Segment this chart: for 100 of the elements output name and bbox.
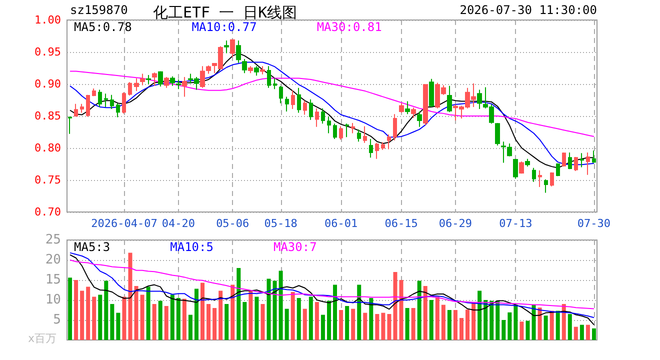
candlestick [532,167,536,182]
bar [140,294,144,340]
bar [122,296,126,340]
candlestick [417,111,422,128]
bar [363,312,368,340]
bar [320,314,325,340]
candlestick [279,85,283,104]
y-axis-title: x百万 [28,332,57,345]
chart-subtitle: sz159870 [70,3,128,17]
series-label: MA5:3 [74,240,110,254]
bar [453,310,458,340]
bar [345,306,350,340]
bar [381,312,386,340]
candlestick [327,116,331,134]
bar [146,286,150,340]
bar [68,278,72,340]
candlestick [116,102,120,118]
bar [224,304,229,340]
x-tick-label: 05-06 [216,217,250,230]
bar [520,322,524,340]
bar [466,310,470,340]
candlestick [447,85,452,113]
candlestick [176,79,181,90]
candlestick [513,158,518,180]
bar [459,318,464,340]
bar [266,278,271,340]
bar [206,304,211,340]
candlestick [411,107,416,118]
bar [80,290,84,340]
text: MA30:0.81 [316,20,382,34]
candlestick [405,100,410,115]
bar [212,308,217,340]
bar [472,302,476,340]
candlestick [297,87,301,114]
bar [152,304,156,340]
candlestick [248,66,253,74]
candlestick [92,88,96,97]
bar [423,286,428,340]
candlestick [152,72,157,86]
candlestick [110,94,114,110]
candlestick [592,150,596,164]
candlestick [393,114,397,141]
bar [562,304,566,340]
candlestick [501,141,506,164]
text: MA10:0.77 [192,20,257,34]
candlestick [525,158,530,168]
candlestick [399,102,404,114]
bar [441,304,446,340]
bar [490,300,494,340]
candlestick [68,116,72,134]
candlestick [507,143,512,157]
candlestick [285,96,289,112]
candlestick [146,74,151,84]
text: MA5:0.78 [74,20,132,34]
bar [568,314,572,340]
bar [98,294,102,340]
bar [248,290,253,340]
bar [526,320,530,340]
candlestick [357,128,361,142]
candlestick [345,123,349,138]
candlestick [291,90,295,110]
bar [326,300,331,340]
bar [128,252,132,340]
candlestick [477,89,482,110]
candlestick [170,76,175,86]
candlestick [104,93,108,108]
text: MA30:7 [273,240,317,254]
bar [74,280,78,340]
bar [164,306,168,340]
bar [254,296,259,340]
candlestick [140,73,145,86]
bar [478,290,482,340]
candlestick [128,82,132,96]
candlestick [568,152,572,170]
bar [387,314,392,340]
x-tick-label: 05-18 [264,217,298,230]
bar [508,312,512,340]
bar [429,300,434,340]
bar [357,284,362,340]
bar [242,302,247,340]
candlestick [363,126,367,144]
candlestick [339,126,343,140]
bar [496,300,500,340]
candlestick [333,123,337,140]
line-series [70,260,594,310]
bar [182,298,186,340]
bar [170,294,174,340]
line-series [70,70,594,137]
y-tick-label: 15 [45,272,61,288]
bar [538,308,542,340]
candlestick [429,78,434,108]
candlestick [242,58,247,74]
candlestick [74,103,78,116]
candlestick [550,172,554,187]
candlestick [315,108,319,128]
candlestick [273,78,277,90]
candlestick [164,76,169,88]
candlestick [423,84,428,126]
bar [435,296,440,340]
bar [393,272,398,340]
